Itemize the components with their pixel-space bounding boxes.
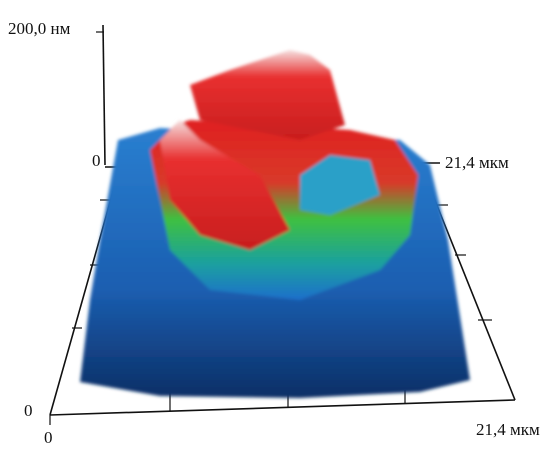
z-top-label: 200,0 нм bbox=[8, 19, 71, 38]
x-end-label: 21,4 мкм bbox=[476, 420, 540, 439]
z-zero-label: 0 bbox=[92, 151, 101, 170]
origin-z-label: 0 bbox=[24, 401, 33, 420]
surface-peak bbox=[190, 50, 345, 140]
z-axis bbox=[102, 24, 106, 166]
surface bbox=[80, 50, 470, 398]
y-end-label: 21,4 мкм bbox=[445, 153, 509, 172]
surface-wall bbox=[160, 120, 290, 250]
x-axis bbox=[49, 399, 516, 416]
surface-pit bbox=[300, 155, 380, 215]
origin-x-label: 0 bbox=[44, 428, 53, 447]
